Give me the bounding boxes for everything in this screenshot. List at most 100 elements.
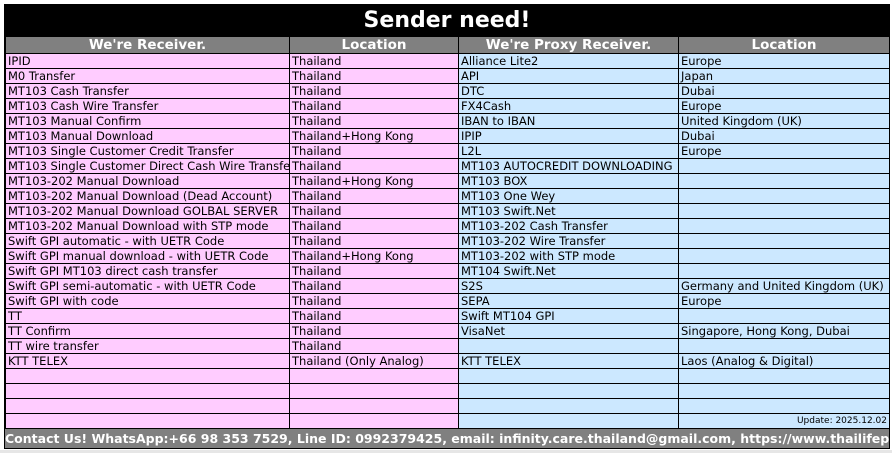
receiver-service-cell[interactable]: MT103-202 Manual Download GOLBAL SERVER xyxy=(5,203,290,219)
receiver-service-cell[interactable] xyxy=(5,383,290,399)
proxy-location-cell[interactable] xyxy=(678,158,890,174)
receiver-location-cell[interactable]: Thailand xyxy=(289,308,459,324)
header-proxy-location[interactable]: Location xyxy=(678,36,890,54)
receiver-service-cell[interactable]: TT Confirm xyxy=(5,323,290,339)
receiver-service-cell[interactable]: MT103 Single Customer Direct Cash Wire T… xyxy=(5,158,290,174)
proxy-service-cell[interactable] xyxy=(458,368,679,384)
receiver-location-cell[interactable]: Thailand (Only Analog) xyxy=(289,353,459,369)
proxy-location-cell[interactable] xyxy=(678,338,890,354)
receiver-location-cell[interactable]: Thailand xyxy=(289,233,459,249)
receiver-location-cell[interactable]: Thailand+Hong Kong xyxy=(289,128,459,144)
proxy-service-cell[interactable] xyxy=(458,413,679,429)
receiver-service-cell[interactable]: MT103 Single Customer Credit Transfer xyxy=(5,143,290,159)
proxy-service-cell[interactable]: MT103 AUTOCREDIT DOWNLOADING xyxy=(458,158,679,174)
proxy-location-cell[interactable]: Europe xyxy=(678,293,890,309)
receiver-service-cell[interactable]: TT wire transfer xyxy=(5,338,290,354)
receiver-location-cell[interactable]: Thailand xyxy=(289,338,459,354)
receiver-location-cell[interactable]: Thailand+Hong Kong xyxy=(289,173,459,189)
proxy-location-cell[interactable]: Dubai xyxy=(678,128,890,144)
proxy-service-cell[interactable]: Alliance Lite2 xyxy=(458,53,679,69)
receiver-service-cell[interactable]: MT103 Cash Transfer xyxy=(5,83,290,99)
receiver-location-cell[interactable]: Thailand xyxy=(289,323,459,339)
receiver-service-cell[interactable]: Swift GPI with code xyxy=(5,293,290,309)
proxy-location-cell[interactable] xyxy=(678,233,890,249)
receiver-service-cell[interactable]: TT xyxy=(5,308,290,324)
receiver-service-cell[interactable]: MT103-202 Manual Download with STP mode xyxy=(5,218,290,234)
receiver-service-cell[interactable]: Swift GPI semi-automatic - with UETR Cod… xyxy=(5,278,290,294)
receiver-location-cell[interactable]: Thailand xyxy=(289,83,459,99)
proxy-location-cell[interactable]: United Kingdom (UK) xyxy=(678,113,890,129)
update-note[interactable]: Update: 2025.12.02 xyxy=(678,413,890,429)
proxy-service-cell[interactable]: MT103-202 Cash Transfer xyxy=(458,218,679,234)
receiver-location-cell[interactable]: Thailand xyxy=(289,203,459,219)
proxy-location-cell[interactable] xyxy=(678,203,890,219)
header-proxy-receiver[interactable]: We're Proxy Receiver. xyxy=(458,36,679,54)
header-receiver[interactable]: We're Receiver. xyxy=(5,36,290,54)
proxy-location-cell[interactable]: Japan xyxy=(678,68,890,84)
proxy-service-cell[interactable] xyxy=(458,398,679,414)
proxy-service-cell[interactable]: FX4Cash xyxy=(458,98,679,114)
receiver-location-cell[interactable]: Thailand xyxy=(289,218,459,234)
proxy-service-cell[interactable] xyxy=(458,338,679,354)
receiver-service-cell[interactable]: Swift GPI automatic - with UETR Code xyxy=(5,233,290,249)
proxy-service-cell[interactable]: Swift MT104 GPI xyxy=(458,308,679,324)
receiver-location-cell[interactable] xyxy=(289,398,459,414)
receiver-service-cell[interactable] xyxy=(5,368,290,384)
receiver-service-cell[interactable]: Swift GPI MT103 direct cash transfer xyxy=(5,263,290,279)
proxy-service-cell[interactable]: IBAN to IBAN xyxy=(458,113,679,129)
receiver-location-cell[interactable]: Thailand xyxy=(289,143,459,159)
proxy-service-cell[interactable]: API xyxy=(458,68,679,84)
proxy-service-cell[interactable]: L2L xyxy=(458,143,679,159)
proxy-location-cell[interactable] xyxy=(678,368,890,384)
proxy-location-cell[interactable] xyxy=(678,308,890,324)
proxy-service-cell[interactable]: MT103 BOX xyxy=(458,173,679,189)
proxy-service-cell[interactable]: DTC xyxy=(458,83,679,99)
proxy-service-cell[interactable]: KTT TELEX xyxy=(458,353,679,369)
receiver-service-cell[interactable]: MT103 Manual Confirm xyxy=(5,113,290,129)
header-receiver-location[interactable]: Location xyxy=(289,36,459,54)
receiver-location-cell[interactable]: Thailand xyxy=(289,158,459,174)
proxy-location-cell[interactable] xyxy=(678,398,890,414)
proxy-service-cell[interactable] xyxy=(458,383,679,399)
receiver-service-cell[interactable]: MT103-202 Manual Download xyxy=(5,173,290,189)
proxy-service-cell[interactable]: MT103-202 Wire Transfer xyxy=(458,233,679,249)
receiver-location-cell[interactable]: Thailand xyxy=(289,53,459,69)
receiver-service-cell[interactable]: Swift GPI manual download - with UETR Co… xyxy=(5,248,290,264)
proxy-location-cell[interactable]: Europe xyxy=(678,143,890,159)
proxy-location-cell[interactable] xyxy=(678,383,890,399)
receiver-service-cell[interactable]: IPID xyxy=(5,53,290,69)
proxy-location-cell[interactable] xyxy=(678,188,890,204)
proxy-service-cell[interactable]: VisaNet xyxy=(458,323,679,339)
receiver-location-cell[interactable]: Thailand xyxy=(289,113,459,129)
receiver-service-cell[interactable]: M0 Transfer xyxy=(5,68,290,84)
receiver-location-cell[interactable]: Thailand xyxy=(289,293,459,309)
receiver-location-cell[interactable]: Thailand xyxy=(289,188,459,204)
proxy-service-cell[interactable]: IPIP xyxy=(458,128,679,144)
proxy-service-cell[interactable]: MT103 Swift.Net xyxy=(458,203,679,219)
receiver-location-cell[interactable]: Thailand+Hong Kong xyxy=(289,248,459,264)
proxy-service-cell[interactable]: MT103-202 with STP mode xyxy=(458,248,679,264)
proxy-service-cell[interactable]: SEPA xyxy=(458,293,679,309)
receiver-service-cell[interactable]: MT103 Cash Wire Transfer xyxy=(5,98,290,114)
proxy-location-cell[interactable]: Europe xyxy=(678,53,890,69)
receiver-location-cell[interactable]: Thailand xyxy=(289,278,459,294)
receiver-location-cell[interactable] xyxy=(289,368,459,384)
proxy-location-cell[interactable]: Europe xyxy=(678,98,890,114)
receiver-location-cell[interactable] xyxy=(289,383,459,399)
receiver-location-cell[interactable] xyxy=(289,413,459,429)
proxy-location-cell[interactable]: Germany and United Kingdom (UK) xyxy=(678,278,890,294)
receiver-service-cell[interactable]: KTT TELEX xyxy=(5,353,290,369)
proxy-service-cell[interactable]: MT104 Swift.Net xyxy=(458,263,679,279)
proxy-location-cell[interactable]: Singapore, Hong Kong, Dubai xyxy=(678,323,890,339)
receiver-service-cell[interactable]: MT103-202 Manual Download (Dead Account) xyxy=(5,188,290,204)
receiver-location-cell[interactable]: Thailand xyxy=(289,263,459,279)
proxy-location-cell[interactable]: Dubai xyxy=(678,83,890,99)
receiver-service-cell[interactable] xyxy=(5,398,290,414)
receiver-location-cell[interactable]: Thailand xyxy=(289,98,459,114)
proxy-location-cell[interactable] xyxy=(678,218,890,234)
proxy-location-cell[interactable] xyxy=(678,263,890,279)
proxy-location-cell[interactable] xyxy=(678,173,890,189)
proxy-location-cell[interactable] xyxy=(678,248,890,264)
proxy-service-cell[interactable]: MT103 One Wey xyxy=(458,188,679,204)
receiver-location-cell[interactable]: Thailand xyxy=(289,68,459,84)
